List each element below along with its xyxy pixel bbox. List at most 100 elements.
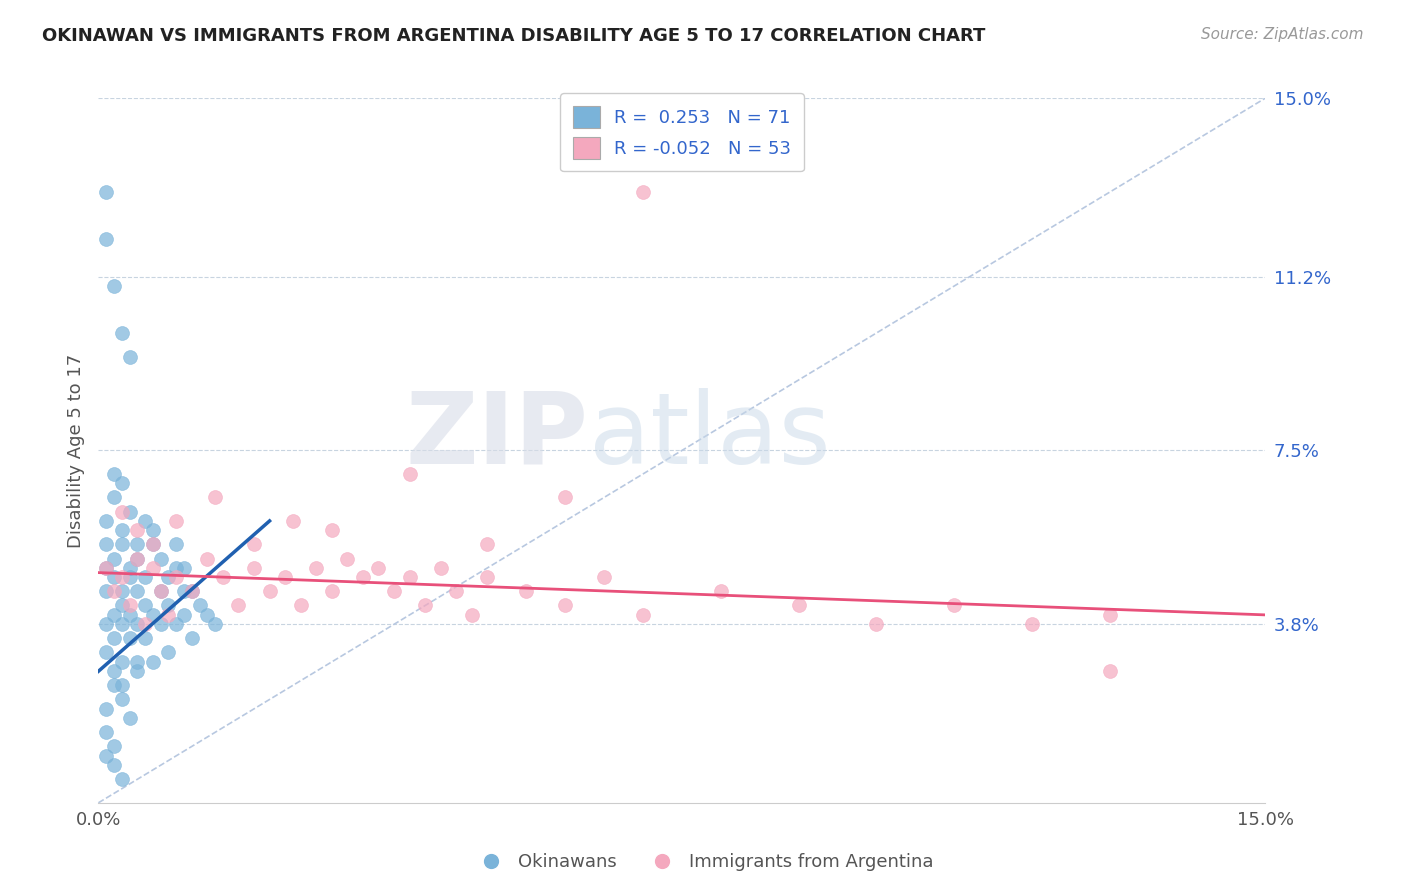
Point: [127, 584, 149, 599]
Point: [413, 599, 436, 613]
Point: [127, 537, 149, 551]
Point: [204, 491, 226, 505]
Point: [943, 599, 966, 613]
Point: [1098, 665, 1121, 679]
Point: [398, 467, 420, 481]
Point: [149, 584, 172, 599]
Point: [96, 537, 118, 551]
Point: [195, 607, 218, 622]
Point: [204, 617, 226, 632]
Point: [212, 570, 235, 584]
Point: [118, 599, 141, 613]
Point: [111, 772, 134, 787]
Point: [180, 632, 202, 646]
Point: [173, 584, 195, 599]
Point: [96, 748, 118, 763]
Point: [305, 561, 328, 575]
Point: [281, 514, 304, 528]
Point: [111, 476, 134, 491]
Point: [118, 570, 141, 584]
Point: [165, 570, 187, 584]
Point: [103, 584, 125, 599]
Point: [461, 607, 484, 622]
Point: [173, 561, 195, 575]
Point: [103, 739, 125, 754]
Point: [180, 584, 202, 599]
Point: [367, 561, 389, 575]
Point: [228, 599, 250, 613]
Point: [103, 758, 125, 772]
Point: [118, 504, 141, 518]
Point: [142, 537, 165, 551]
Point: [96, 232, 118, 246]
Point: [111, 524, 134, 538]
Point: [477, 570, 499, 584]
Point: [96, 702, 118, 716]
Point: [96, 185, 118, 199]
Point: [188, 599, 211, 613]
Point: [477, 537, 499, 551]
Legend: R =  0.253   N = 71, R = -0.052   N = 53: R = 0.253 N = 71, R = -0.052 N = 53: [560, 93, 804, 171]
Point: [142, 537, 165, 551]
Point: [165, 514, 187, 528]
Point: [382, 584, 405, 599]
Point: [787, 599, 810, 613]
Text: OKINAWAN VS IMMIGRANTS FROM ARGENTINA DISABILITY AGE 5 TO 17 CORRELATION CHART: OKINAWAN VS IMMIGRANTS FROM ARGENTINA DI…: [42, 27, 986, 45]
Point: [103, 632, 125, 646]
Text: atlas: atlas: [589, 388, 830, 485]
Point: [111, 617, 134, 632]
Point: [103, 551, 125, 566]
Point: [103, 467, 125, 481]
Point: [127, 551, 149, 566]
Point: [142, 607, 165, 622]
Point: [165, 617, 187, 632]
Point: [398, 570, 420, 584]
Point: [111, 692, 134, 706]
Point: [157, 645, 180, 659]
Point: [111, 537, 134, 551]
Point: [149, 584, 172, 599]
Point: [173, 607, 195, 622]
Point: [111, 504, 134, 518]
Point: [142, 561, 165, 575]
Point: [118, 607, 141, 622]
Point: [127, 665, 149, 679]
Point: [134, 617, 156, 632]
Point: [134, 599, 156, 613]
Point: [157, 570, 180, 584]
Point: [118, 350, 141, 364]
Point: [554, 599, 576, 613]
Point: [593, 570, 616, 584]
Point: [243, 537, 266, 551]
Point: [352, 570, 374, 584]
Point: [631, 607, 654, 622]
Legend: Okinawans, Immigrants from Argentina: Okinawans, Immigrants from Argentina: [465, 847, 941, 879]
Point: [103, 665, 125, 679]
Point: [127, 617, 149, 632]
Point: [321, 524, 343, 538]
Point: [118, 561, 141, 575]
Point: [111, 570, 134, 584]
Point: [103, 279, 125, 293]
Point: [111, 584, 134, 599]
Point: [103, 678, 125, 692]
Point: [243, 561, 266, 575]
Point: [96, 514, 118, 528]
Text: ZIP: ZIP: [406, 388, 589, 485]
Y-axis label: Disability Age 5 to 17: Disability Age 5 to 17: [66, 353, 84, 548]
Point: [259, 584, 281, 599]
Point: [336, 551, 359, 566]
Point: [127, 551, 149, 566]
Point: [111, 326, 134, 340]
Point: [180, 584, 202, 599]
Point: [96, 584, 118, 599]
Point: [1021, 617, 1043, 632]
Point: [142, 655, 165, 669]
Point: [96, 645, 118, 659]
Point: [631, 185, 654, 199]
Point: [134, 514, 156, 528]
Point: [149, 617, 172, 632]
Point: [111, 678, 134, 692]
Point: [157, 599, 180, 613]
Point: [103, 491, 125, 505]
